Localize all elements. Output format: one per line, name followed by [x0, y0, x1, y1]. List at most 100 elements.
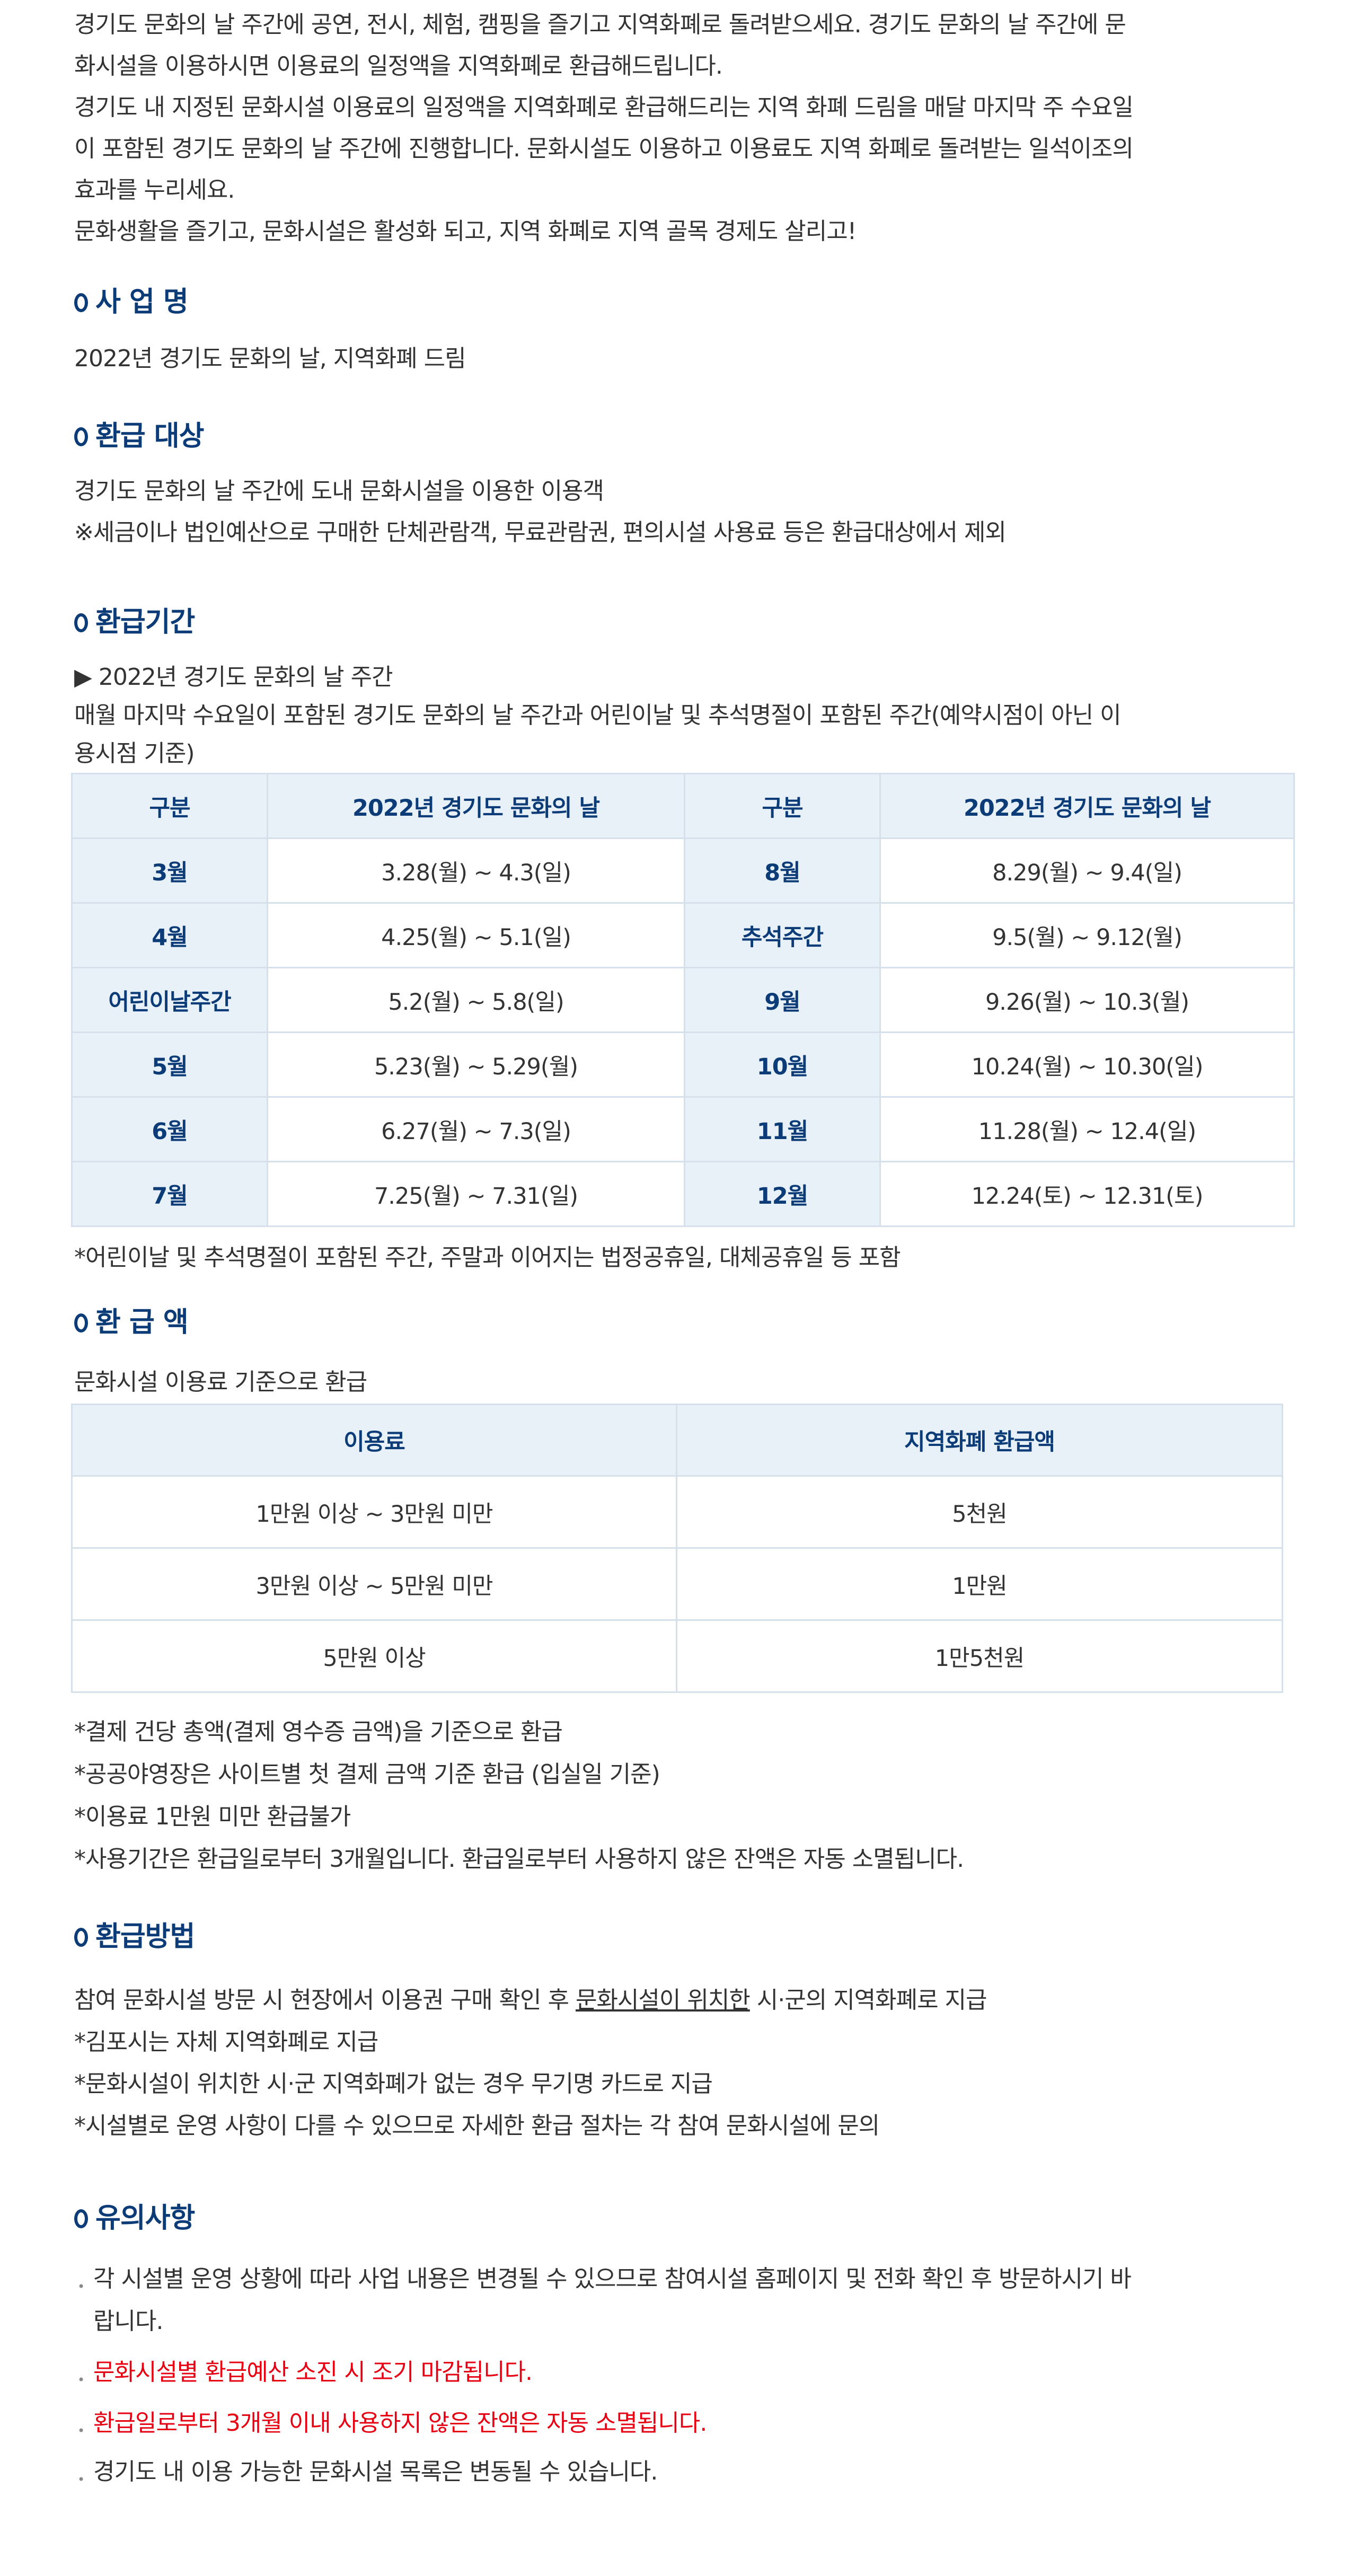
intro-line: 효과를 누리세요. — [74, 177, 235, 204]
amount-heading: 환 급 액 — [74, 1304, 1301, 1341]
table-row: 1만원 이상 ~ 3만원 미만 5천원 — [71, 1475, 1283, 1549]
period-heading: 환급기간 — [74, 604, 1301, 641]
project-heading: 사 업 명 — [74, 284, 1301, 321]
header-cell: 이용료 — [71, 1404, 677, 1477]
table-header-row: 구분 2022년 경기도 문화의 날 구분 2022년 경기도 문화의 날 — [71, 773, 1295, 839]
month-cell: 5월 — [71, 1031, 268, 1098]
period-sub: ▶ 2022년 경기도 문화의 날 주간 — [74, 664, 393, 691]
target-heading: 환급 대상 — [74, 418, 1301, 455]
method-line: *문화시설이 위치한 시·군 지역화폐가 없는 경우 무기명 카드로 지급 — [74, 2070, 713, 2097]
period-cell: 11.28(월) ~ 12.4(일) — [879, 1096, 1295, 1162]
heading-text: 유의사항 — [95, 2202, 195, 2234]
period-cell: 8.29(월) ~ 9.4(일) — [879, 837, 1295, 904]
amount-note: *이용료 1만원 미만 환급불가 — [74, 1803, 351, 1830]
bullet-icon: • — [77, 2472, 85, 2487]
period-text: ▶ 2022년 경기도 문화의 날 주간 매월 마지막 수요일이 포함된 경기도… — [74, 658, 1301, 773]
header-cell: 구분 — [684, 773, 881, 839]
month-cell: 3월 — [71, 837, 268, 904]
period-note: *어린이날 및 추석명절이 포함된 주간, 주말과 이어지는 법정공휴일, 대체… — [74, 1244, 901, 1271]
amount-note: *공공야영장은 사이트별 첫 결제 금액 기준 환급 (입실일 기준) — [74, 1761, 660, 1788]
caution-text: 문화시설별 환급예산 소진 시 조기 마감됩니다. — [93, 2359, 533, 2386]
intro-line: 경기도 문화의 날 주간에 공연, 전시, 체험, 캠핑을 즐기고 지역화폐로 … — [74, 11, 1126, 38]
period-cell: 5.23(월) ~ 5.29(월) — [267, 1031, 685, 1098]
method-underline: 문화시설이 위치한 — [575, 1987, 751, 2014]
period-cell: 5.2(월) ~ 5.8(일) — [267, 967, 685, 1033]
header-cell: 2022년 경기도 문화의 날 — [267, 773, 685, 839]
intro-text: 경기도 문화의 날 주간에 공연, 전시, 체험, 캠핑을 즐기고 지역화폐로 … — [74, 4, 1301, 252]
caution-text: 환급일로부터 3개월 이내 사용하지 않은 잔액은 자동 소멸됩니다. — [93, 2410, 707, 2437]
method-text: 참여 문화시설 방문 시 현장에서 이용권 구매 확인 후 문화시설이 위치한 … — [74, 1979, 1301, 2147]
table-row: 5만원 이상 1만5천원 — [71, 1619, 1283, 1693]
amount-table: 이용료 지역화폐 환급액 1만원 이상 ~ 3만원 미만 5천원 3만원 이상 ~ … — [71, 1404, 1283, 1693]
header-cell: 구분 — [71, 773, 268, 839]
month-cell: 9월 — [684, 967, 881, 1033]
circle-bullet-icon — [74, 1928, 88, 1947]
table-row: 4월 4.25(월) ~ 5.1(일) 추석주간 9.5(월) ~ 9.12(월) — [71, 902, 1295, 968]
intro-line: 경기도 내 지정된 문화시설 이용료의 일정액을 지역화폐로 환급해드리는 지역… — [74, 94, 1134, 121]
target-line: 경기도 문화의 날 주간에 도내 문화시설을 이용한 이용객 — [74, 478, 604, 505]
method-line: *시설별로 운영 사항이 다를 수 있으므로 자세한 환급 절차는 각 참여 문… — [74, 2112, 880, 2139]
caution-text: 랍니다. — [93, 2308, 163, 2335]
method-line: 참여 문화시설 방문 시 현장에서 이용권 구매 확인 후 문화시설이 위치한 … — [74, 1979, 1301, 2021]
caution-text: 각 시설별 운영 상황에 따라 사업 내용은 변경될 수 있으므로 참여시설 홈… — [93, 2265, 1132, 2292]
period-cell: 10.24(월) ~ 10.30(일) — [879, 1031, 1295, 1098]
table-row: 5월 5.23(월) ~ 5.29(월) 10월 10.24(월) ~ 10.30(일… — [71, 1031, 1295, 1098]
caution-item: • 경기도 내 이용 가능한 문화시설 목록은 변동될 수 있습니다. — [74, 2451, 1301, 2493]
intro-line: 이 포함된 경기도 문화의 날 주간에 진행합니다. 문화시설도 이용하고 이용… — [74, 135, 1134, 162]
table-row: 3월 3.28(월) ~ 4.3(일) 8월 8.29(월) ~ 9.4(일) — [71, 837, 1295, 904]
month-cell: 4월 — [71, 902, 268, 968]
period-cell: 12.24(토) ~ 12.31(토) — [879, 1161, 1295, 1227]
month-cell: 7월 — [71, 1161, 268, 1227]
month-cell: 6월 — [71, 1096, 268, 1162]
circle-bullet-icon — [74, 293, 88, 312]
caution-item: • 각 시설별 운영 상황에 따라 사업 내용은 변경될 수 있으므로 참여시설 … — [74, 2258, 1301, 2343]
month-cell: 10월 — [684, 1031, 881, 1098]
target-text: 경기도 문화의 날 주간에 도내 문화시설을 이용한 이용객 ※세금이나 법인예… — [74, 471, 1301, 553]
intro-line: 문화생활을 즐기고, 문화시설은 활성화 되고, 지역 화폐로 지역 골목 경제… — [74, 218, 857, 245]
bullet-icon: • — [77, 2423, 85, 2438]
period-cell: 9.5(월) ~ 9.12(월) — [879, 902, 1295, 968]
caution-heading: 유의사항 — [74, 2200, 1301, 2237]
method-heading: 환급방법 — [74, 1918, 1301, 1955]
table-row: 7월 7.25(월) ~ 7.31(일) 12월 12.24(토) ~ 12.31(토… — [71, 1161, 1295, 1227]
period-cell: 7.25(월) ~ 7.31(일) — [267, 1161, 685, 1227]
fee-cell: 5만원 이상 — [71, 1619, 677, 1693]
intro-line: 화시설을 이용하시면 이용료의 일정액을 지역화폐로 환급해드립니다. — [74, 52, 723, 80]
period-cell: 4.25(월) ~ 5.1(일) — [267, 902, 685, 968]
bullet-icon: • — [77, 2372, 85, 2387]
month-cell: 어린이날주간 — [71, 967, 268, 1033]
fee-cell: 3만원 이상 ~ 5만원 미만 — [71, 1547, 677, 1621]
method-line-post: 시·군의 지역화폐로 지급 — [749, 1987, 987, 2014]
refund-cell: 5천원 — [676, 1475, 1283, 1549]
period-cell: 3.28(월) ~ 4.3(일) — [267, 837, 685, 904]
method-line: *김포시는 자체 지역화폐로 지급 — [74, 2028, 378, 2055]
period-table: 구분 2022년 경기도 문화의 날 구분 2022년 경기도 문화의 날 3월… — [71, 773, 1295, 1227]
heading-text: 환급 대상 — [95, 420, 204, 452]
heading-text: 환급기간 — [95, 606, 195, 638]
month-cell: 12월 — [684, 1161, 881, 1227]
month-cell: 8월 — [684, 837, 881, 904]
circle-bullet-icon — [74, 427, 88, 446]
table-row: 3만원 이상 ~ 5만원 미만 1만원 — [71, 1547, 1283, 1621]
table-header-row: 이용료 지역화폐 환급액 — [71, 1404, 1283, 1477]
project-text: 2022년 경기도 문화의 날, 지역화폐 드림 — [74, 345, 466, 372]
circle-bullet-icon — [74, 613, 88, 632]
header-cell: 2022년 경기도 문화의 날 — [879, 773, 1295, 839]
method-line-pre: 참여 문화시설 방문 시 현장에서 이용권 구매 확인 후 — [74, 1987, 576, 2014]
amount-note: *사용기간은 환급일로부터 3개월입니다. 환급일로부터 사용하지 않은 잔액은… — [74, 1846, 964, 1873]
period-desc: 용시점 기준) — [74, 740, 195, 767]
heading-text: 사 업 명 — [95, 286, 189, 318]
caution-list: • 각 시설별 운영 상황에 따라 사업 내용은 변경될 수 있으므로 참여시설 … — [74, 2258, 1301, 2493]
target-line: ※세금이나 법인예산으로 구매한 단체관람객, 무료관람권, 편의시설 사용료 … — [74, 519, 1007, 546]
month-cell: 추석주간 — [684, 902, 881, 968]
caution-item: • 문화시설별 환급예산 소진 시 조기 마감됩니다. — [74, 2351, 1301, 2394]
amount-notes: *결제 건당 총액(결제 영수증 금액)을 기준으로 환급 *공공야영장은 사이… — [74, 1711, 1301, 1881]
amount-desc: 문화시설 이용료 기준으로 환급 — [74, 1369, 367, 1396]
caution-text: 경기도 내 이용 가능한 문화시설 목록은 변동될 수 있습니다. — [93, 2458, 658, 2485]
table-row: 6월 6.27(월) ~ 7.3(일) 11월 11.28(월) ~ 12.4(일) — [71, 1096, 1295, 1162]
caution-item: • 환급일로부터 3개월 이내 사용하지 않은 잔액은 자동 소멸됩니다. — [74, 2402, 1301, 2445]
period-cell: 9.26(월) ~ 10.3(월) — [879, 967, 1295, 1033]
month-cell: 11월 — [684, 1096, 881, 1162]
fee-cell: 1만원 이상 ~ 3만원 미만 — [71, 1475, 677, 1549]
header-cell: 지역화폐 환급액 — [676, 1404, 1283, 1477]
